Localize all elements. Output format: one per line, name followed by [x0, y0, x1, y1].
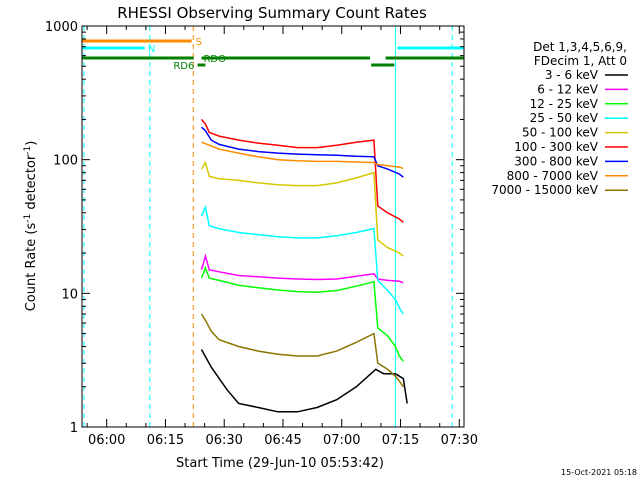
legend-entry-label: 3 - 6 keV — [545, 68, 599, 82]
y-axis-label: Count Rate (s-1 detector-1) — [23, 141, 39, 312]
plot-area: S N RDO RD6 — [82, 26, 464, 427]
y-axis-label-sup1: -1 — [23, 214, 33, 223]
legend-entry-label: 300 - 800 keV — [514, 154, 598, 168]
axis-ticks: 1 10 100 1000 06:00 06:15 06:30 06:45 07:00 07:15… — [45, 20, 478, 448]
y-axis-label-mid: detector — [24, 154, 39, 214]
x-axis-label: Start Time (29-Jun-10 05:53:42) — [176, 456, 384, 471]
plot-frame — [81, 25, 465, 428]
legend-entry-label: 25 - 50 keV — [530, 111, 599, 125]
series-line-2 — [200, 265, 404, 362]
legend: Det 1,3,4,5,6,9, FDecim 1, Att 0 3 - 6 k… — [491, 40, 628, 197]
x-tick-label: 06:00 — [88, 433, 125, 448]
chart-title: RHESSI Observing Summary Count Rates — [117, 4, 427, 22]
legend-entry-label: 7000 - 15000 keV — [491, 183, 598, 197]
series-line-5 — [200, 118, 404, 223]
legend-header-line-2: FDecim 1, Att 0 — [534, 54, 627, 68]
x-tick-label: 07:30 — [441, 433, 478, 448]
x-tick-label: 07:15 — [382, 433, 419, 448]
y-tick-label: 10 — [61, 287, 78, 302]
y-axis-label-sup2: -1 — [23, 146, 33, 155]
y-axis-label-end: ) — [24, 141, 39, 146]
y-tick-label: 1 — [70, 421, 78, 436]
legend-entry-label: 800 - 7000 keV — [507, 169, 599, 183]
series-line-8 — [200, 313, 404, 388]
legend-entry-label: 12 - 25 keV — [530, 97, 599, 111]
x-tick-label: 07:00 — [323, 433, 360, 448]
y-tick-label: 100 — [53, 154, 78, 169]
series-line-7 — [201, 141, 404, 170]
y-tick-label: 1000 — [45, 20, 78, 35]
flag-label-n: N — [148, 44, 155, 55]
series-line-4 — [200, 160, 404, 257]
legend-entry-label: 100 - 300 keV — [514, 140, 598, 154]
y-axis-label-main: Count Rate (s — [24, 223, 39, 312]
flag-label-rdo: RDO — [203, 54, 226, 65]
legend-header-line-1: Det 1,3,4,5,6,9, — [533, 40, 627, 54]
x-tick-label: 06:45 — [264, 433, 301, 448]
series-line-0 — [200, 349, 408, 413]
series-line-3 — [200, 204, 404, 315]
series-line-1 — [200, 253, 404, 284]
series-line-6 — [201, 126, 404, 178]
flag-label-s: S — [196, 37, 202, 48]
legend-entry-label: 50 - 100 keV — [522, 126, 599, 140]
footer-timestamp: 15-Oct-2021 05:18 — [561, 468, 637, 477]
flag-label-rd6: RD6 — [173, 61, 194, 72]
x-tick-label: 06:15 — [147, 433, 184, 448]
legend-entry-label: 6 - 12 keV — [537, 82, 599, 96]
x-tick-label: 06:30 — [205, 433, 242, 448]
